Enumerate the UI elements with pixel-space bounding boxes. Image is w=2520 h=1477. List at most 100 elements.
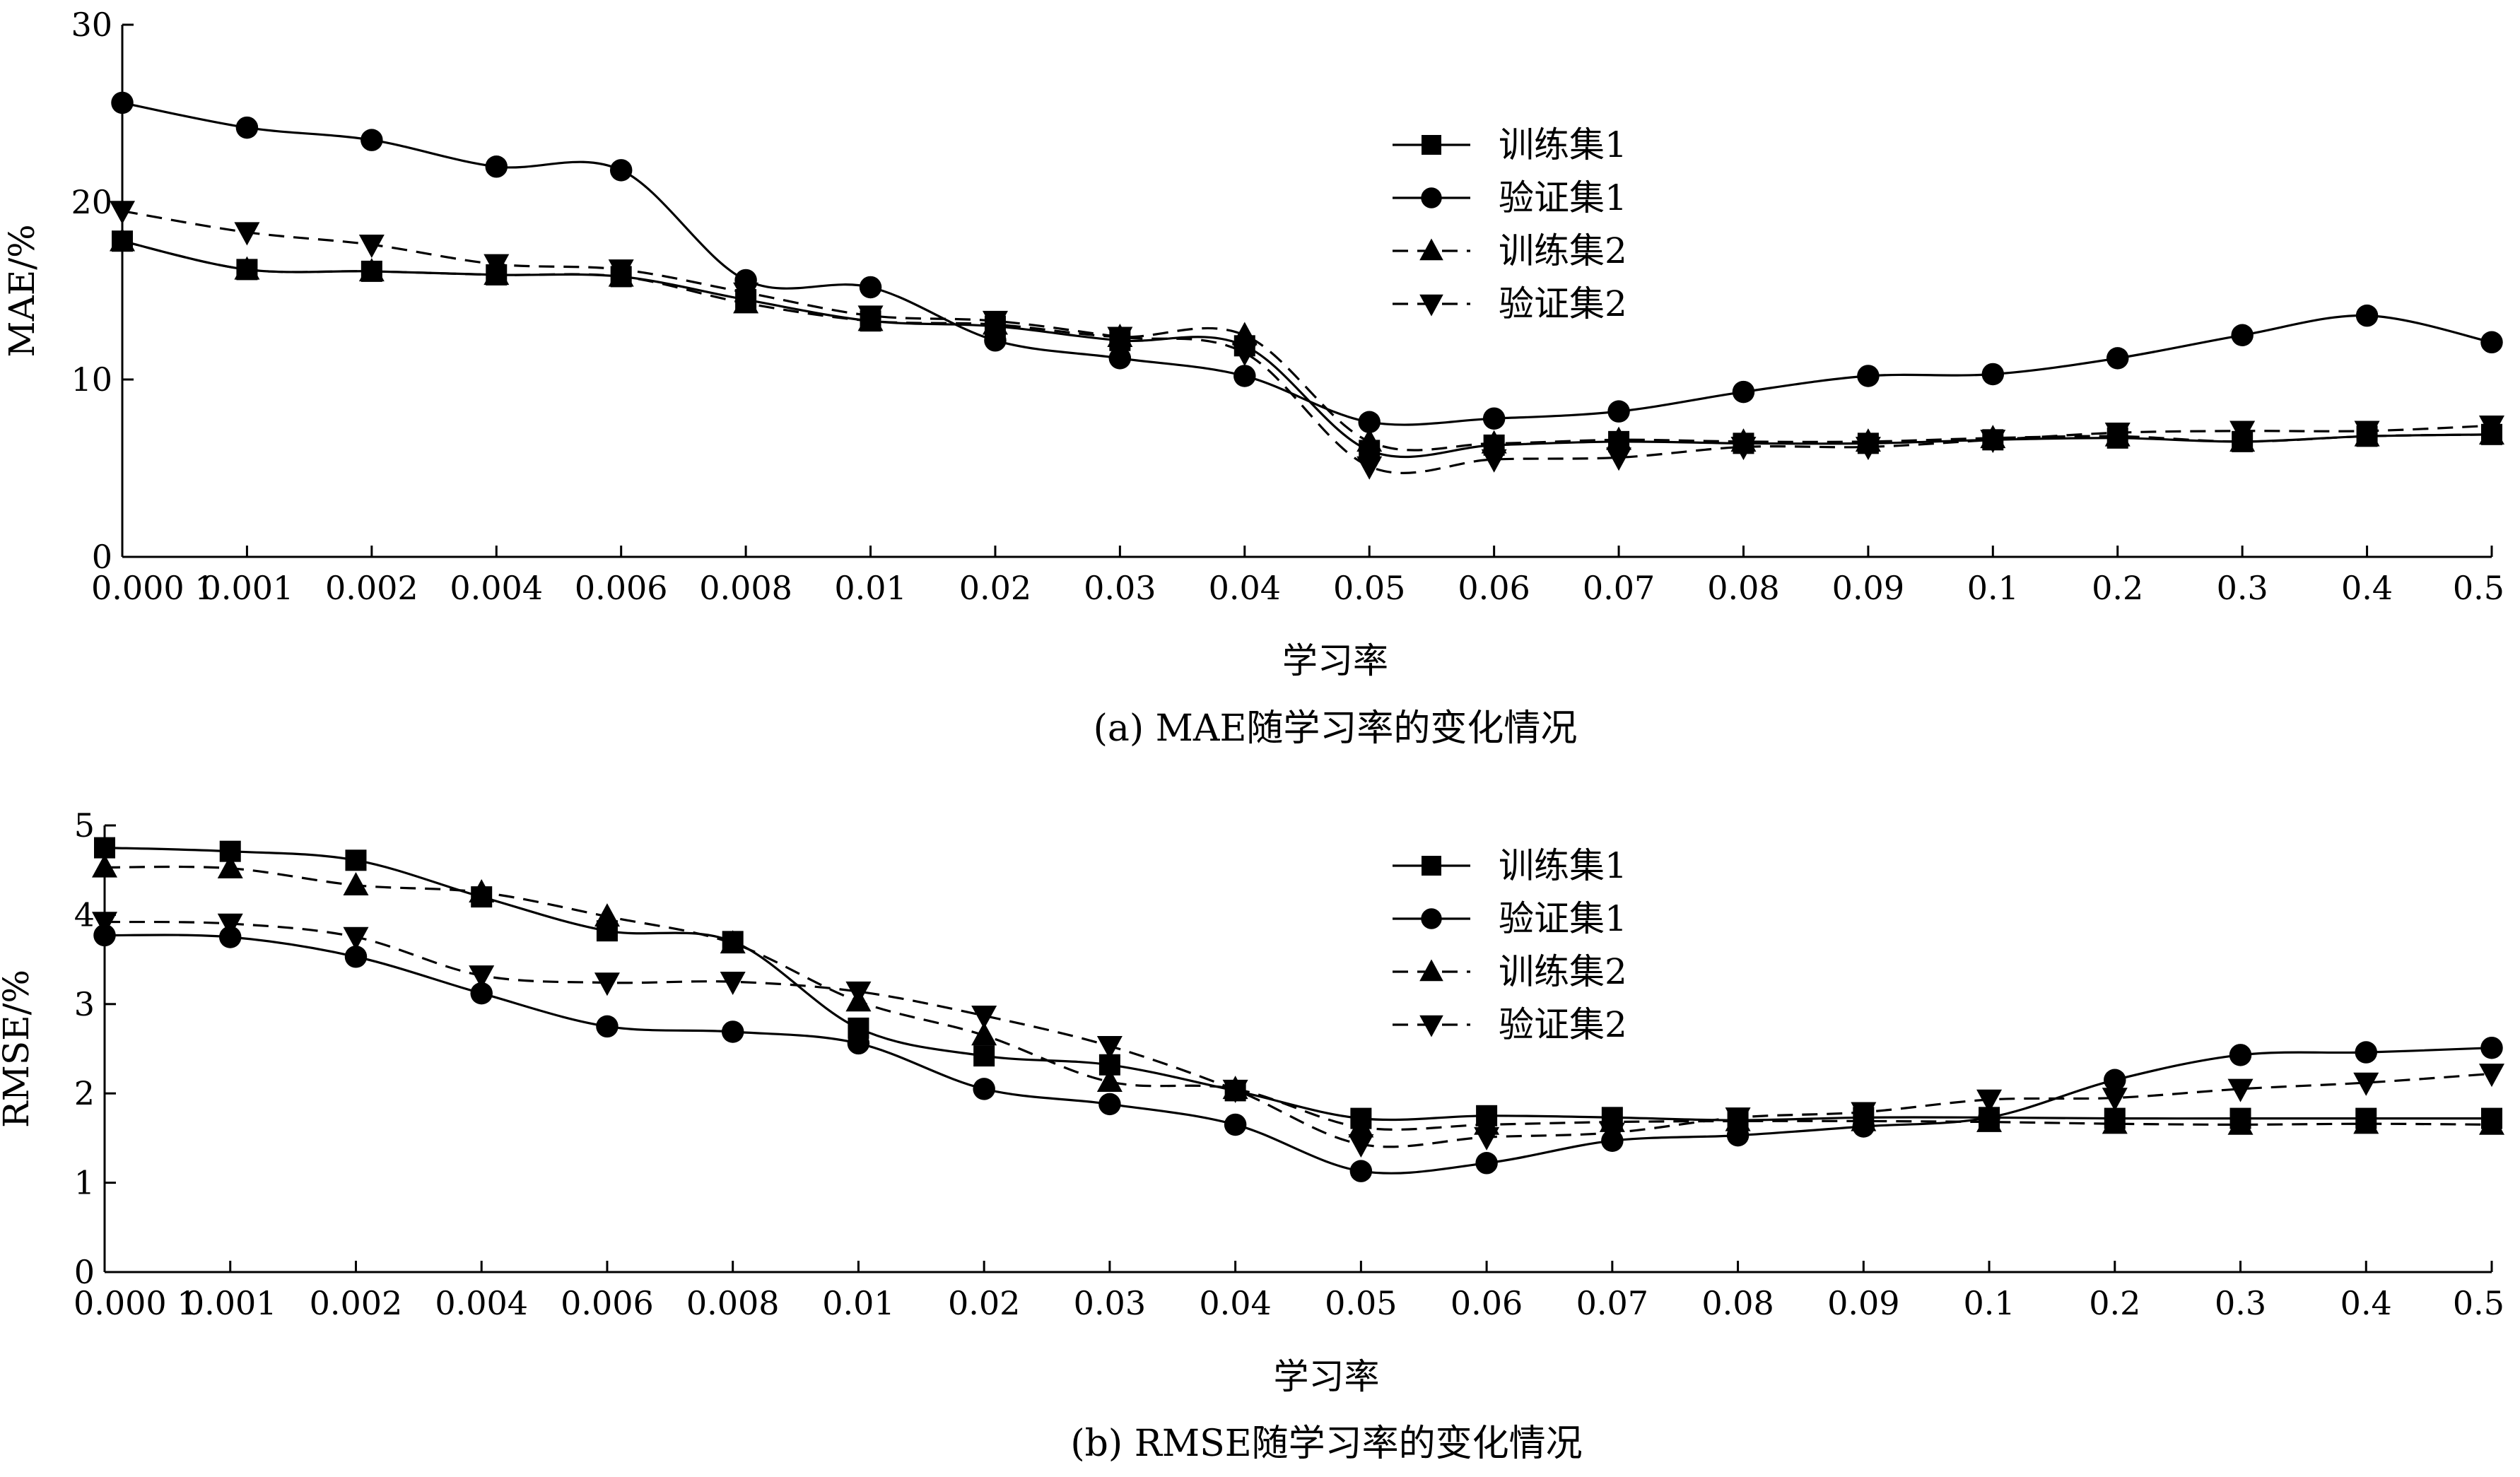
chart-b-series-4-point [971, 1005, 997, 1029]
chart-b-x-tick-label: 0.000 1 [74, 1284, 198, 1322]
chart-b-series-4-point [1348, 1134, 1374, 1158]
chart-b-y-tick-label: 3 [74, 985, 95, 1023]
chart-a-series-4-point [2229, 420, 2256, 445]
chart-b-y-tick-label: 2 [74, 1074, 95, 1112]
chart-b-legend-label: 训练集2 [1499, 951, 1627, 992]
chart-b-series-2-point [470, 982, 493, 1005]
chart-a-x-tick-label: 0.08 [1707, 569, 1779, 607]
chart-b-series-2-point [721, 1020, 744, 1043]
chart-a-x-tick-label: 0.05 [1333, 569, 1405, 607]
chart-b-x-tick-label: 0.06 [1451, 1284, 1523, 1322]
chart-a-series-2-point [609, 159, 633, 182]
chart-a-y-tick-label: 10 [71, 360, 112, 399]
chart-a-caption: (a) MAE随学习率的变化情况 [1094, 707, 1578, 750]
chart-a-series-2-point [2480, 331, 2503, 354]
chart-a-x-tick-label: 0.008 [699, 569, 792, 607]
chart-a-series-4-point [2104, 423, 2131, 447]
chart-b-y-axis-title: RMSE/% [0, 970, 37, 1128]
chart-b-y-tick-label: 4 [74, 895, 95, 934]
chart-b-series-4-point [1851, 1102, 1877, 1126]
chart-b-series-3-point [2102, 1110, 2128, 1134]
chart-b-series-3-point [2479, 1111, 2504, 1135]
chart-b-y-tick-label: 0 [74, 1253, 95, 1291]
chart-a-x-tick-label: 0.1 [1967, 569, 2019, 607]
chart-b-series-4-point [343, 926, 369, 951]
chart-b-legend-label: 验证集1 [1499, 898, 1627, 939]
chart-a-series-2-point [859, 276, 882, 299]
chart-b-series-4-point [1474, 1126, 1500, 1151]
chart-a-series-3-point [110, 228, 135, 252]
chart-a-series-2-point [2355, 304, 2379, 327]
chart-a-x-tick-label: 0.03 [1084, 569, 1156, 607]
chart-b-series-4-point [1725, 1107, 1751, 1131]
chart-a-series-line-3 [122, 240, 2492, 452]
chart-b-series-1-point [973, 1045, 995, 1067]
chart-a-legend-marker [1422, 135, 1441, 155]
chart-b-series-3-point [971, 1022, 997, 1046]
chart-b-caption: (b) RMSE随学习率的变化情况 [1070, 1423, 1582, 1465]
chart-b-series-2-point [2355, 1041, 2378, 1064]
chart-b-series-4-point [720, 971, 746, 995]
chart-b-series-4-point [2353, 1072, 2379, 1096]
chart-b-series-line-1 [104, 847, 2492, 1122]
chart-a-series-3-point [1481, 430, 1507, 454]
chart-a-series-4-point [2479, 416, 2504, 440]
chart-b-x-tick-label: 0.04 [1199, 1284, 1271, 1322]
chart-b-series-2-point [2480, 1036, 2503, 1059]
chart-b-series-4-point [217, 913, 243, 937]
chart-b-x-tick-label: 0.07 [1576, 1284, 1648, 1322]
chart-b-x-tick-label: 0.09 [1827, 1284, 1899, 1322]
chart-b-series-2-point [93, 924, 116, 947]
chart-a-legend-marker [1419, 238, 1443, 261]
chart-a-series-2-point [1358, 411, 1381, 433]
chart-b-series-2-point [2229, 1044, 2252, 1066]
chart-a-legend-label: 验证集2 [1499, 283, 1627, 324]
chart-b-series-4-point [1599, 1122, 1625, 1146]
chart-a-series-3-point [1231, 322, 1258, 346]
chart-a-series-2-point [2231, 324, 2254, 346]
chart-a-series-4-point [1855, 437, 1881, 461]
chart-a-x-tick-label: 0.3 [2217, 569, 2268, 607]
chart-a-x-tick-label: 0.006 [575, 569, 668, 607]
chart-a-y-tick-label: 0 [92, 538, 112, 576]
chart-a-x-tick-label: 0.5 [2453, 569, 2504, 607]
chart-b-y-tick-label: 5 [74, 806, 95, 845]
chart-b-x-tick-label: 0.008 [686, 1284, 780, 1322]
chart-b-series-2-point [218, 926, 242, 948]
chart-a-series-2-point [2106, 347, 2129, 370]
chart-a-series-3-point [234, 256, 260, 280]
chart-b-x-tick-label: 0.02 [948, 1284, 1020, 1322]
chart-b-series-4-point [2102, 1088, 2128, 1112]
chart-a-series-4-point [484, 254, 510, 278]
chart-a-series-4-point [733, 282, 759, 306]
chart-b-x-tick-label: 0.03 [1074, 1284, 1146, 1322]
chart-b-x-tick-label: 0.002 [310, 1284, 403, 1322]
chart-b-series-2-point [847, 1032, 870, 1055]
chart-b-series-2-point [344, 946, 368, 968]
chart-a-x-tick-label: 0.04 [1209, 569, 1281, 607]
chart-a-series-4-point [608, 259, 634, 283]
chart-b-series-3-point [217, 854, 243, 878]
chart-a-x-tick-label: 0.09 [1832, 569, 1904, 607]
chart-a-series-2-point [111, 91, 134, 114]
chart-b-x-tick-label: 0.4 [2340, 1284, 2392, 1322]
chart-b-legend-marker [1421, 908, 1442, 929]
chart-b-x-tick-label: 0.001 [184, 1284, 277, 1322]
chart-b-series-4-point [1096, 1035, 1123, 1059]
chart-b-y-tick-label: 1 [74, 1164, 95, 1202]
chart-b-x-tick-label: 0.05 [1325, 1284, 1397, 1322]
chart-a-x-tick-label: 0.06 [1458, 569, 1530, 607]
chart-b-series-line-2 [104, 934, 2492, 1175]
chart-a-legend-marker [1419, 294, 1443, 317]
chart-b-x-tick-label: 0.1 [1963, 1284, 2015, 1322]
chart-b-x-axis-title: 学习率 [1274, 1356, 1380, 1397]
chart-b-series-4-point [1222, 1079, 1248, 1103]
chart-a-series-4-point [2354, 420, 2380, 445]
chart-a-series-4-point [1231, 343, 1258, 367]
chart-a-series-4-point [110, 201, 135, 225]
chart-a-series-line-4 [122, 210, 2492, 474]
chart-a-series-4-point [234, 222, 260, 246]
chart-a-legend-marker [1421, 187, 1442, 208]
chart-b-series-2-point [596, 1015, 619, 1038]
chart-b-series-2-point [1098, 1093, 1121, 1116]
